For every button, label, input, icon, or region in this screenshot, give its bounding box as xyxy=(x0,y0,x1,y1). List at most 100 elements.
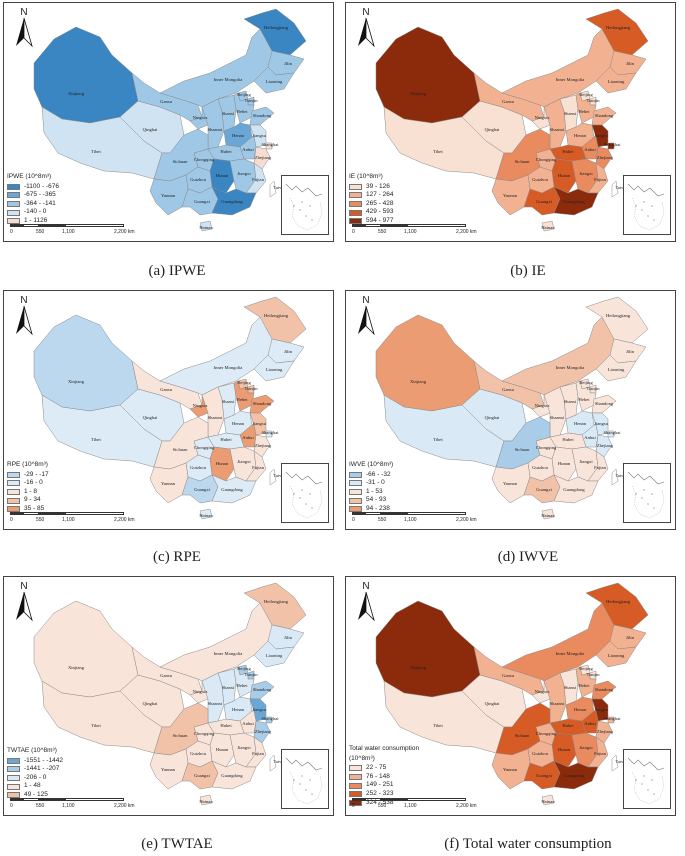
province-label: Shandong xyxy=(253,113,272,118)
legend-label: -66 - -32 xyxy=(366,470,391,478)
province-label: Jiangsu xyxy=(594,133,608,138)
arrow-shape-icon xyxy=(358,306,375,336)
scale-tick-label: 2,200 km xyxy=(456,517,477,523)
province-label: Liaoning xyxy=(608,79,625,84)
province-label: Tibet xyxy=(433,723,443,728)
legend-label: -140 - 0 xyxy=(24,208,47,216)
province-liaoning xyxy=(253,354,295,382)
choropleth-map: Xinjiang Tibet Qinghai Gansu Inner Mongolia H… xyxy=(375,8,649,232)
inset-map xyxy=(627,757,665,805)
province-label: Shandong xyxy=(253,401,272,406)
province-hainan xyxy=(541,508,555,520)
province-label: Chongqing xyxy=(194,157,215,162)
province-label: Hubei xyxy=(562,437,574,442)
scale-bar-segment xyxy=(38,224,66,227)
province-label: Guangxi xyxy=(194,487,211,492)
province-label: Henan xyxy=(232,133,245,138)
province-label: Tibet xyxy=(433,437,443,442)
province-hebei xyxy=(233,92,255,124)
legend-label: 252 - 323 xyxy=(366,789,394,797)
province-shanghai xyxy=(607,430,615,438)
legend-label: -206 - 0 xyxy=(24,773,47,781)
arrow-shape-icon xyxy=(16,592,33,622)
province-hainan xyxy=(541,220,555,232)
legend: IPWE (10^8m³) -1100 - -676 -675 - -365 -364… xyxy=(7,173,59,226)
legend-swatch xyxy=(349,782,362,789)
legend-item: 149 - 251 xyxy=(349,781,419,790)
legend-title: TWTAE (10^8m³) xyxy=(7,747,57,754)
scale-bar-segment xyxy=(10,224,24,227)
south-china-sea-inset xyxy=(281,463,329,523)
legend-label: -1551 - -1442 xyxy=(24,756,64,764)
province-label: Fujian xyxy=(594,465,606,470)
province-label: Jilin xyxy=(626,349,635,354)
north-arrow-icon: N xyxy=(354,295,378,336)
legend-label: -1100 - -676 xyxy=(24,182,59,190)
province-label: Yunnan xyxy=(161,193,176,198)
province-label: Heilongjiang xyxy=(606,313,631,318)
legend-label: 35 - 85 xyxy=(24,504,45,512)
province-label: Shaanxi xyxy=(550,415,566,420)
scale-bar-segment xyxy=(10,512,24,515)
panel-caption: (e) TWTAE xyxy=(141,836,213,852)
legend-title-unit: (10^8m³) xyxy=(349,754,375,762)
province-label: Guangdong xyxy=(563,773,585,778)
province-guangdong xyxy=(553,474,599,504)
province-label: Hainan xyxy=(541,225,555,230)
scale-tick-label: 0 xyxy=(10,803,13,809)
province-label: Taiwan xyxy=(273,759,287,764)
province-label: Guangxi xyxy=(536,487,553,492)
legend-label: -675 - -365 xyxy=(24,191,56,199)
north-label: N xyxy=(20,581,28,592)
scale-bar-segment xyxy=(380,224,408,227)
province-label: Fujian xyxy=(594,751,606,756)
legend-label: 149 - 251 xyxy=(366,781,394,789)
arrow-shape-icon xyxy=(16,306,33,336)
scale-tick-label: 1,100 xyxy=(404,803,417,809)
legend-swatch xyxy=(7,471,20,478)
legend-label: 94 - 238 xyxy=(366,504,390,512)
province-guangdong xyxy=(553,186,599,216)
province-label: Beijing xyxy=(579,666,593,671)
province-label: Liaoning xyxy=(266,367,283,372)
province-shanghai xyxy=(607,142,615,150)
legend-label: 1 - 53 xyxy=(366,487,383,495)
province-heilongjiang xyxy=(585,582,649,630)
province-label: Zhejiang xyxy=(255,729,272,734)
scale-bar-segment xyxy=(38,512,66,515)
scale-tick-label: 0 xyxy=(10,229,13,235)
province-hainan xyxy=(199,794,213,806)
province-label: Henan xyxy=(232,707,245,712)
province-guangdong xyxy=(211,186,257,216)
province-label: Tianjin xyxy=(586,672,600,677)
province-label: Gansu xyxy=(502,387,514,392)
province-label: Guangdong xyxy=(221,773,243,778)
legend-label: 1 - 1126 xyxy=(24,216,48,224)
province-shandong xyxy=(249,680,275,700)
province-hebei xyxy=(575,666,597,698)
province-label: Jilin xyxy=(284,635,293,640)
province-label: Shandong xyxy=(595,401,614,406)
legend-item: 1 - 53 xyxy=(349,488,393,497)
legend-swatch xyxy=(349,192,362,199)
map-panel: Xinjiang Tibet Qinghai Gansu Inner Mongolia H… xyxy=(345,576,676,816)
legend-swatch xyxy=(349,489,362,496)
province-label: Jiangsu xyxy=(252,421,266,426)
province-liaoning xyxy=(253,640,295,668)
province-heilongjiang xyxy=(585,8,649,56)
province-label: Hebei xyxy=(237,397,249,402)
province-xinjiang xyxy=(33,600,139,698)
province-label: Beijing xyxy=(237,92,251,97)
province-label: Jiangxi xyxy=(579,459,593,464)
province-hebei xyxy=(233,380,255,412)
province-label: Hunan xyxy=(558,173,571,178)
legend-item: 54 - 93 xyxy=(349,496,393,505)
province-zhejiang xyxy=(253,720,271,744)
province-inner-mongolia xyxy=(501,602,617,682)
province-liaoning xyxy=(595,640,637,668)
province-label: Guangdong xyxy=(221,199,243,204)
north-label: N xyxy=(362,7,370,18)
arrow-shape-icon xyxy=(16,18,33,48)
legend-label: 1 - 48 xyxy=(24,782,41,790)
inset-map xyxy=(285,757,323,805)
